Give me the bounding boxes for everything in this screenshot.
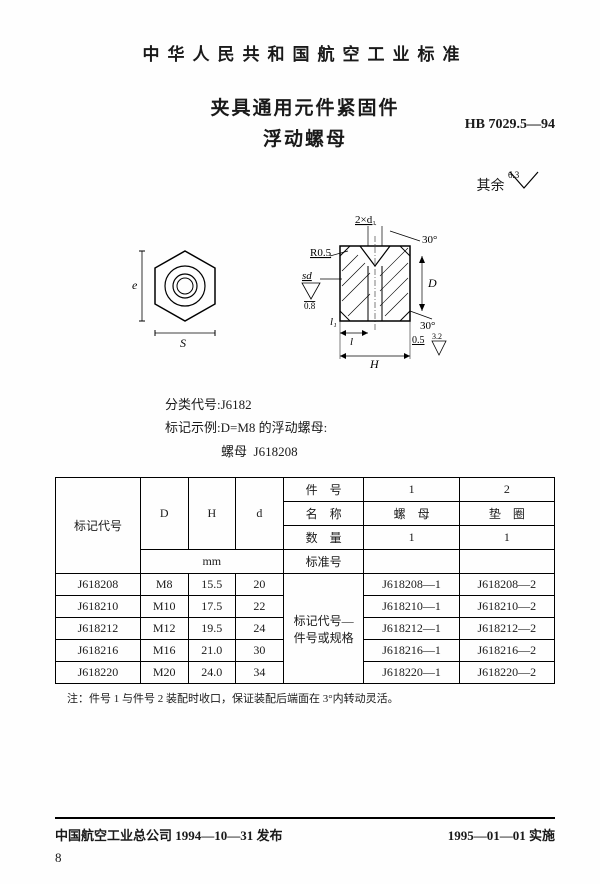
example-label: 标记示例: — [165, 420, 221, 435]
hdr-D: D — [140, 478, 188, 550]
hdr-H: H — [188, 478, 236, 550]
surface-label: 其余 — [477, 179, 505, 194]
svg-text:30°: 30° — [422, 234, 437, 246]
class-label: 分类代号: — [165, 397, 221, 412]
hex-nut-section-view: 2×d₁ 30° R0.5 sd 0.8 D 30° 0.5 — [270, 211, 480, 371]
cell-H: 24.0 — [188, 662, 236, 684]
surface-value: 6.3 — [508, 170, 520, 180]
classification-block: 分类代号:J6182 标记示例:D=M8 的浮动螺母: 螺母 J618208 — [165, 393, 555, 463]
cell-H: 21.0 — [188, 640, 236, 662]
hdr-d: d — [236, 478, 284, 550]
cell-p2: J618210—2 — [459, 596, 554, 618]
name1: 螺 母 — [364, 502, 459, 526]
cell-D: M12 — [140, 618, 188, 640]
cell-p1: J618220—1 — [364, 662, 459, 684]
svg-text:0.5: 0.5 — [412, 335, 425, 346]
qty1: 1 — [364, 526, 459, 550]
svg-text:2×d₁: 2×d₁ — [355, 214, 376, 226]
technical-diagrams: e S — [55, 211, 555, 371]
cell-p2: J618208—2 — [459, 574, 554, 596]
hdr-std: 标准号 — [283, 550, 364, 574]
cell-D: M10 — [140, 596, 188, 618]
cell-mark: J618208 — [56, 574, 141, 596]
title-line-1: 夹具通用元件紧固件 — [55, 93, 555, 120]
class-value: J6182 — [221, 397, 252, 412]
cell-d: 22 — [236, 596, 284, 618]
cell-H: 15.5 — [188, 574, 236, 596]
cell-d: 30 — [236, 640, 284, 662]
svg-text:D: D — [427, 276, 437, 290]
hdr-name: 名 称 — [283, 502, 364, 526]
example-code: J618208 — [254, 444, 298, 459]
spec-table: 标记代号 D H d 件 号 1 2 名 称 螺 母 垫 圈 数 量 1 1 m… — [55, 477, 555, 684]
cell-mark: J618216 — [56, 640, 141, 662]
svg-text:sd: sd — [302, 270, 312, 282]
hdr-col1: 1 — [364, 478, 459, 502]
table-note: 注：件号 1 与件号 2 装配时收口，保证装配后端面在 3°内转动灵活。 — [67, 690, 555, 706]
page-number: 8 — [55, 850, 62, 866]
hdr-col2: 2 — [459, 478, 554, 502]
hdr-mark: 标记代号 — [56, 478, 141, 574]
title-block: 夹具通用元件紧固件 浮动螺母 HB 7029.5—94 — [55, 93, 555, 151]
cell-p1: J618210—1 — [364, 596, 459, 618]
hex-nut-front-view: e S — [130, 231, 240, 351]
svg-text:30°: 30° — [420, 320, 435, 332]
surface-triangle-icon: 6.3 — [508, 170, 540, 195]
svg-text:3.2: 3.2 — [432, 332, 442, 341]
svg-text:l: l — [350, 336, 353, 348]
svg-text:S: S — [180, 336, 186, 350]
svg-text:R0.5: R0.5 — [310, 247, 332, 259]
merge-label: 标记代号— 件号或规格 — [283, 574, 364, 684]
org-header: 中华人民共和国航空工业标准 — [55, 40, 555, 65]
cell-D: M20 — [140, 662, 188, 684]
spec-table-wrap: 标记代号 D H d 件 号 1 2 名 称 螺 母 垫 圈 数 量 1 1 m… — [55, 477, 555, 706]
svg-text:0.8: 0.8 — [304, 301, 316, 311]
document-number: HB 7029.5—94 — [465, 117, 555, 133]
cell-d: 20 — [236, 574, 284, 596]
cell-D: M8 — [140, 574, 188, 596]
cell-p2: J618216—2 — [459, 640, 554, 662]
page-footer: 中国航空工业总公司 1994—10—31 发布 1995—01—01 实施 — [55, 817, 555, 844]
name2: 垫 圈 — [459, 502, 554, 526]
cell-p2: J618220—2 — [459, 662, 554, 684]
svg-text:l₁: l₁ — [330, 316, 337, 328]
svg-text:e: e — [132, 278, 138, 292]
cell-d: 34 — [236, 662, 284, 684]
hdr-unit: mm — [140, 550, 283, 574]
cell-H: 17.5 — [188, 596, 236, 618]
cell-mark: J618210 — [56, 596, 141, 618]
table-row: J618208 M8 15.5 20 标记代号— 件号或规格 J618208—1… — [56, 574, 555, 596]
cell-p1: J618216—1 — [364, 640, 459, 662]
qty2: 1 — [459, 526, 554, 550]
cell-p1: J618212—1 — [364, 618, 459, 640]
footer-effective: 1995—01—01 实施 — [448, 825, 555, 844]
cell-d: 24 — [236, 618, 284, 640]
example-value: D=M8 的浮动螺母: — [221, 420, 328, 435]
svg-text:H: H — [369, 357, 380, 371]
cell-D: M16 — [140, 640, 188, 662]
footer-publisher: 中国航空工业总公司 1994—10—31 发布 — [55, 825, 283, 844]
example-name: 螺母 — [221, 444, 247, 459]
cell-H: 19.5 — [188, 618, 236, 640]
cell-p1: J618208—1 — [364, 574, 459, 596]
surface-finish-note: 其余 6.3 — [477, 170, 541, 195]
table-header-row: 标记代号 D H d 件 号 1 2 — [56, 478, 555, 502]
cell-mark: J618220 — [56, 662, 141, 684]
cell-p2: J618212—2 — [459, 618, 554, 640]
hdr-part-no: 件 号 — [283, 478, 364, 502]
cell-mark: J618212 — [56, 618, 141, 640]
hdr-qty: 数 量 — [283, 526, 364, 550]
